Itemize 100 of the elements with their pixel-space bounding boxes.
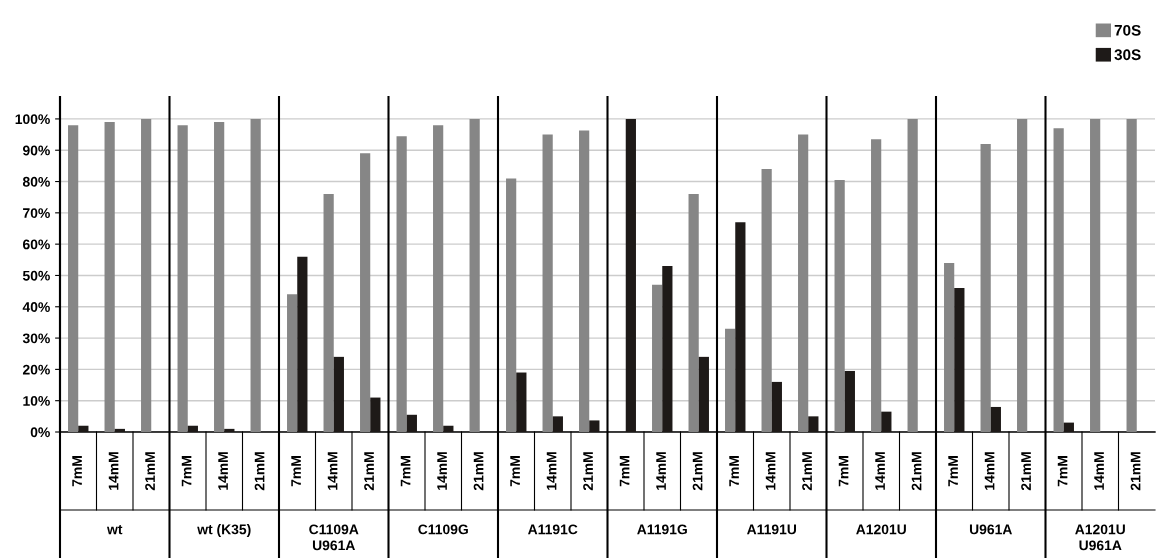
x-tick-label: 14mM [546, 452, 557, 490]
bar [250, 118, 261, 432]
bar [725, 328, 736, 432]
bar [214, 122, 225, 432]
x-tick-label: 7mM [72, 456, 82, 487]
text: U961A [969, 524, 1012, 535]
bar [360, 153, 371, 432]
y-tick-label: 50% [22, 270, 50, 281]
bar [469, 118, 480, 432]
bar [224, 428, 235, 432]
bar [506, 178, 517, 432]
bar [114, 428, 125, 432]
bar [735, 222, 746, 432]
x-tick-label: 21mM [364, 452, 374, 491]
bar [104, 122, 115, 432]
text: A1201U [856, 524, 906, 535]
y-tick-label: 30% [22, 333, 50, 344]
x-tick-label: 7mM [400, 456, 411, 487]
bar [433, 125, 444, 432]
bar [881, 411, 892, 432]
bar [761, 169, 772, 432]
x-tick-label: 14mM [656, 452, 666, 490]
x-tick-label: 7mM [181, 456, 192, 487]
bar [698, 356, 709, 432]
text: A1191G [637, 524, 687, 535]
x-tick-label: 14mM [327, 452, 338, 490]
text: wt (K35) [197, 524, 251, 538]
bar [1126, 118, 1137, 432]
x-tick-label: 21mM [692, 452, 703, 491]
x-tick-label: 21mM [145, 452, 155, 491]
x-tick-label: 7mM [619, 456, 630, 487]
bar [68, 125, 79, 432]
x-tick-label: 14mM [108, 452, 119, 490]
x-tick-label: 14mM [437, 452, 447, 490]
x-tick-label: 7mM [291, 456, 301, 487]
bar [406, 414, 417, 432]
bar [871, 139, 882, 432]
bar [396, 136, 407, 432]
bar [944, 262, 955, 432]
text: A1191C [528, 524, 578, 535]
x-tick-label: 21mM [583, 452, 593, 491]
x-tick-label: 14mM [984, 452, 995, 490]
bar [78, 425, 89, 432]
bar [297, 256, 308, 432]
bar [1053, 128, 1064, 432]
bar [187, 425, 198, 432]
legend-label: 70S [1114, 24, 1141, 36]
x-tick-label: 7mM [838, 456, 849, 487]
x-tick-label: 21mM [473, 452, 484, 491]
bar [141, 118, 152, 432]
y-tick-label: 100% [15, 114, 50, 125]
bar [542, 134, 553, 432]
bar [333, 356, 344, 432]
bar [1090, 118, 1101, 432]
bar [834, 179, 845, 432]
x-tick-label: 7mM [729, 456, 739, 487]
bar [1017, 118, 1028, 432]
y-tick-label: 90% [22, 145, 50, 156]
bar [370, 397, 381, 432]
text: C1109A U961A [309, 524, 359, 551]
bar [688, 194, 699, 432]
y-tick-label: 0% [30, 427, 50, 438]
y-tick-label: 80% [22, 176, 50, 187]
text: C1109G [418, 524, 468, 535]
x-tick-label: 14mM [875, 452, 885, 490]
text: A1201U U961A [1075, 524, 1125, 551]
legend-label: 30S [1114, 49, 1141, 61]
bar [579, 130, 590, 432]
bar [798, 134, 809, 432]
bar [844, 370, 855, 432]
bar [954, 287, 965, 432]
x-tick-label: 21mM [254, 452, 265, 491]
bar [625, 118, 636, 432]
x-tick-label: 21mM [911, 452, 922, 491]
bar [287, 294, 298, 432]
bar [990, 406, 1001, 432]
bar [589, 420, 600, 432]
y-tick-label: 40% [22, 302, 50, 312]
bar [652, 284, 663, 432]
x-tick-label: 7mM [1057, 456, 1068, 487]
bar [980, 143, 991, 432]
x-tick-label: 7mM [948, 456, 958, 487]
bar [552, 416, 563, 432]
text: A1191U [747, 524, 796, 535]
x-tick-label: 14mM [218, 452, 228, 490]
y-tick-label: 60% [22, 239, 50, 250]
x-tick-label: 14mM [765, 452, 776, 490]
bar [323, 194, 334, 432]
text: wt [107, 525, 123, 535]
bar [1063, 422, 1074, 432]
x-tick-label: 21mM [1130, 452, 1141, 491]
x-tick-label: 21mM [802, 452, 812, 491]
bar [662, 266, 673, 432]
y-tick-label: 70% [23, 208, 50, 219]
bar [907, 118, 918, 432]
x-tick-label: 21mM [1021, 452, 1031, 491]
x-tick-label: 7mM [510, 456, 520, 487]
bar [516, 372, 527, 432]
bar [177, 125, 188, 432]
x-tick-label: 14mM [1094, 452, 1104, 490]
